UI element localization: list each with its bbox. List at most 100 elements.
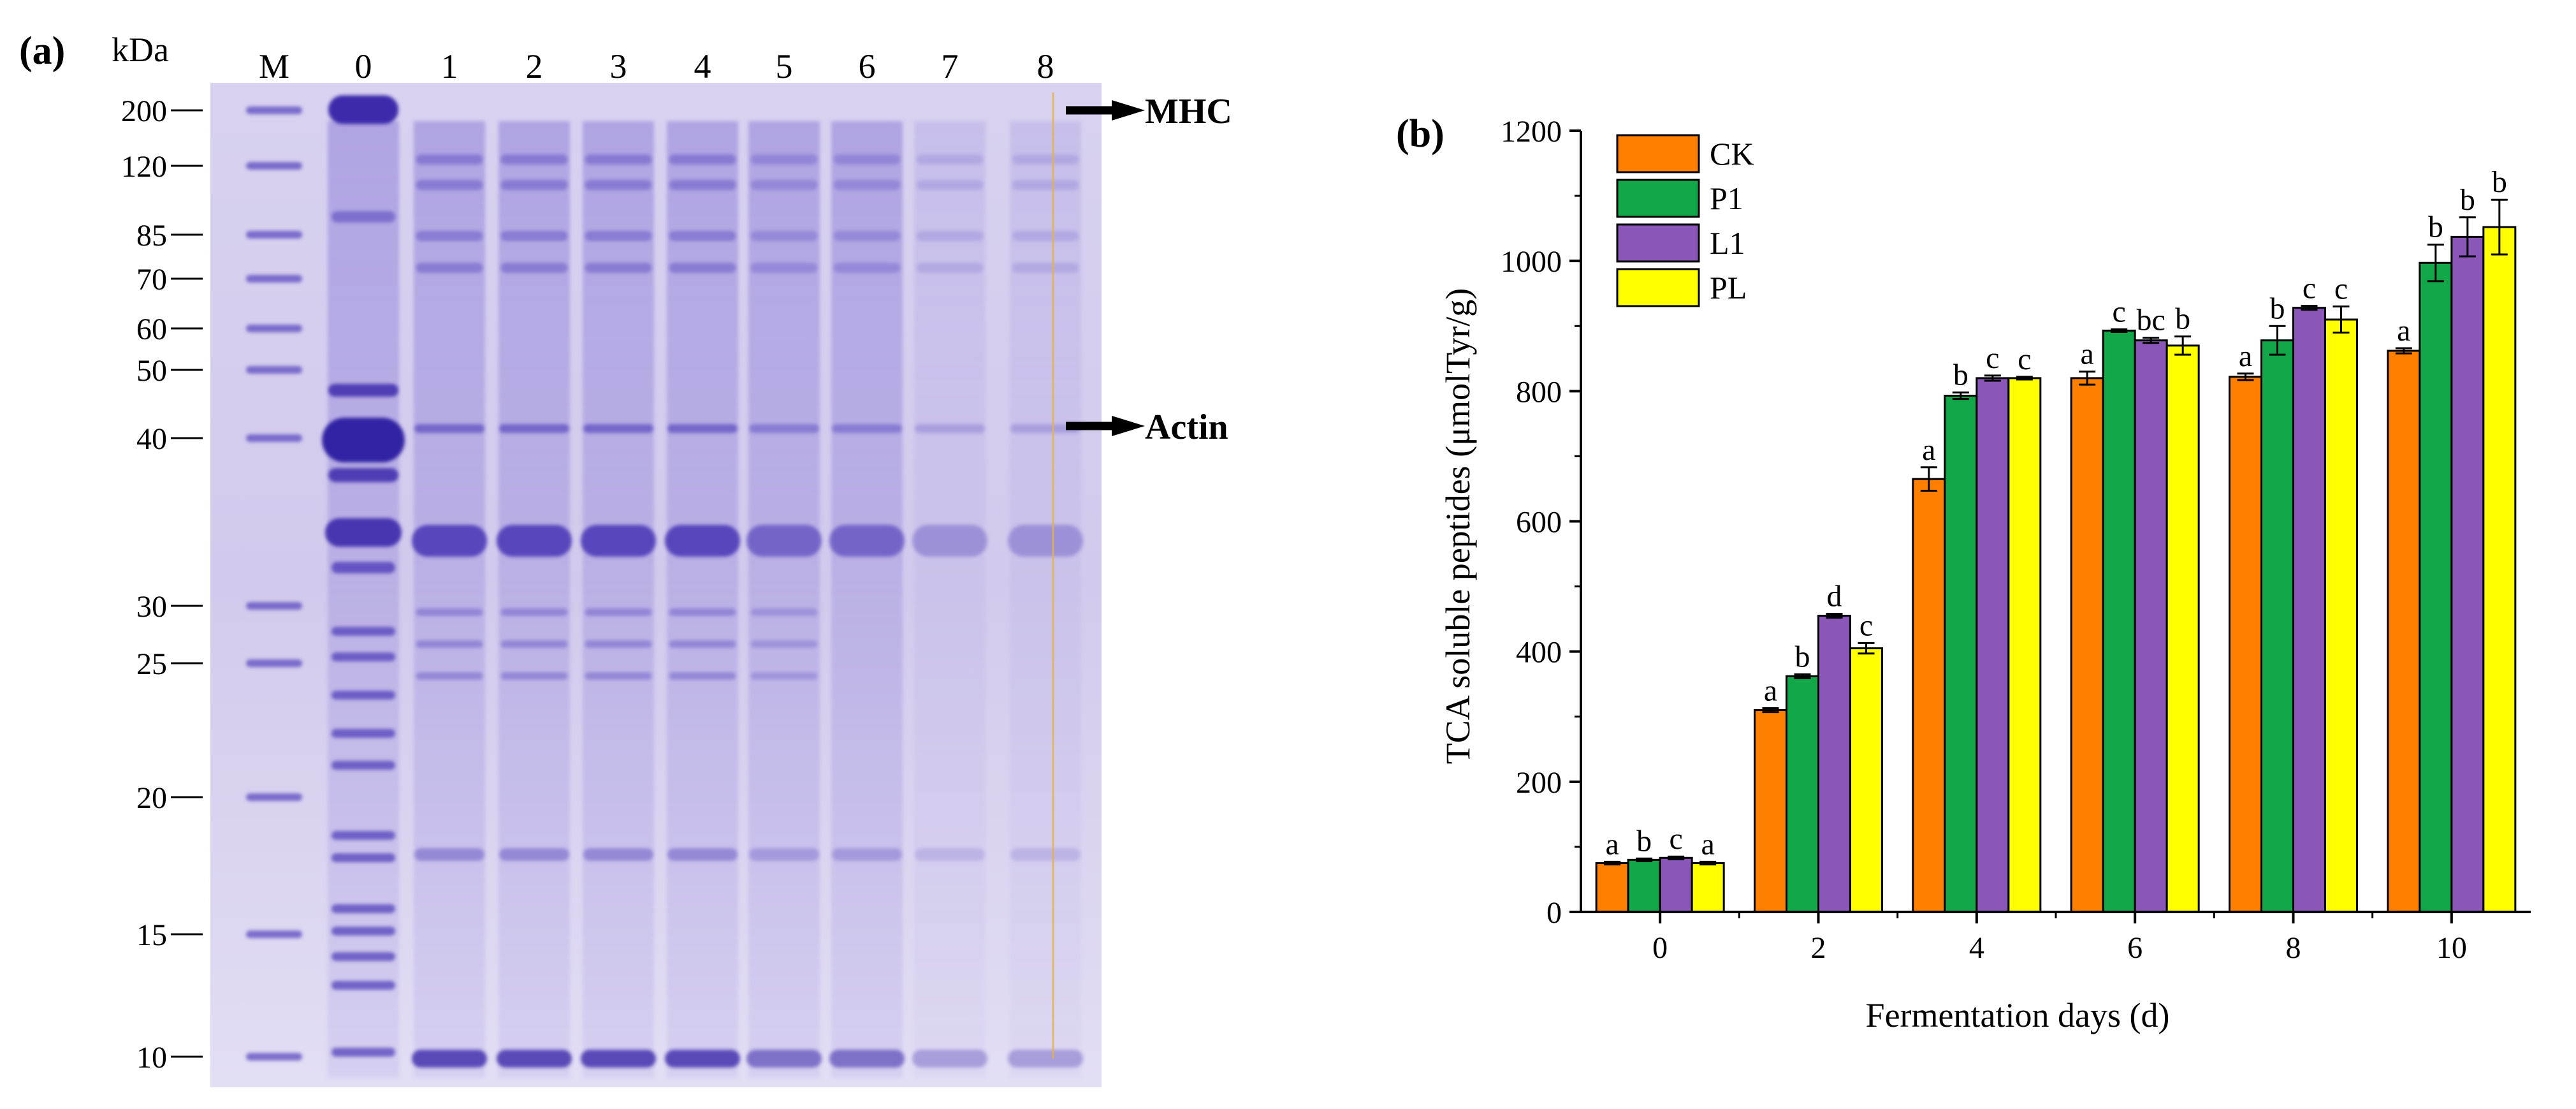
lane-smear — [1010, 121, 1081, 1078]
bar-p1 — [1944, 394, 1978, 913]
gel-band — [749, 424, 819, 433]
gel-band — [583, 848, 653, 861]
significance-letter: c — [2303, 272, 2316, 305]
gel-band — [915, 424, 985, 433]
gel-band — [669, 263, 736, 273]
lane-smear — [831, 121, 903, 1078]
bar-pl — [1691, 862, 1725, 913]
gel-band — [500, 231, 568, 241]
gel-band — [750, 640, 818, 648]
significance-letter: b — [1795, 640, 1810, 673]
mw-marker-label: 30 — [136, 590, 167, 624]
gel-band — [499, 848, 569, 861]
y-tick-label: 1000 — [1501, 245, 1562, 279]
lane-label: 6 — [859, 47, 876, 85]
significance-letter: c — [1986, 341, 1999, 375]
y-tick-label: 1200 — [1501, 115, 1562, 149]
y-tick-label: 0 — [1546, 896, 1562, 930]
lane-smear — [667, 121, 738, 1078]
mw-marker-label: 40 — [136, 422, 167, 456]
y-tick-label: 800 — [1516, 375, 1562, 409]
significance-letter: a — [1606, 827, 1619, 861]
gel-band — [833, 231, 901, 241]
gel-band — [500, 608, 568, 616]
lane-smear — [414, 121, 485, 1078]
gel-band — [414, 424, 484, 433]
significance-letter: b — [1953, 358, 1968, 392]
lane-label: 5 — [776, 47, 793, 85]
significance-letter: a — [2239, 339, 2252, 373]
significance-letter: b — [2460, 183, 2475, 217]
x-tick-label: 2 — [1811, 931, 1826, 965]
x-axis-title: Fermentation days (d) — [1866, 996, 2170, 1034]
gel-band — [1012, 180, 1079, 190]
bar-pl — [2324, 318, 2358, 913]
major-band — [412, 525, 487, 557]
mw-marker-label: 25 — [136, 647, 167, 681]
gel-band — [669, 231, 736, 241]
x-tick-label: 8 — [2286, 931, 2301, 965]
lane-label: M — [259, 47, 289, 85]
actin-band — [322, 418, 405, 462]
kda-unit-label: kDa — [112, 31, 169, 69]
significance-letter: a — [1764, 673, 1777, 707]
ladder-band — [246, 162, 302, 170]
major-band — [1008, 525, 1083, 557]
gel-band — [1008, 1050, 1083, 1068]
gel-band — [585, 608, 652, 616]
bar-p1 — [2260, 339, 2294, 913]
bar-pl — [2482, 226, 2517, 913]
bar-p1 — [1627, 858, 1661, 913]
ladder-band — [246, 930, 302, 938]
gel-band — [669, 608, 736, 616]
gel-band — [746, 1050, 822, 1068]
lane-label: 0 — [355, 47, 372, 85]
ladder-band — [246, 793, 302, 801]
band-arrows: MHC Actin — [1066, 92, 1232, 447]
gel-band — [1010, 424, 1081, 433]
legend-swatch-pl — [1616, 268, 1700, 307]
x-tick-label: 4 — [1969, 931, 1984, 965]
significance-letter: b — [2270, 291, 2285, 325]
gel-band — [916, 154, 984, 165]
bar-ck — [1754, 709, 1787, 913]
gel-band — [750, 263, 818, 273]
gel-band — [331, 952, 395, 961]
gel-band — [331, 562, 395, 573]
gel-band — [912, 1050, 987, 1068]
mw-marker-label: 200 — [121, 94, 167, 128]
significance-letter: a — [1701, 827, 1715, 861]
mw-marker-label: 85 — [136, 219, 167, 253]
gel-band — [916, 231, 984, 241]
gel-band — [500, 154, 568, 165]
lane-smear — [914, 121, 986, 1078]
ladder-band — [246, 1053, 302, 1061]
lane-smear — [498, 121, 570, 1078]
gel-band — [331, 981, 395, 990]
gel-band — [915, 848, 985, 861]
gel-band — [331, 761, 395, 770]
y-axis-title: TCA soluble peptides (μmolTyr/g) — [1439, 288, 1477, 765]
gel-band — [750, 608, 818, 616]
bar-ck — [1912, 478, 1946, 913]
ladder-band — [246, 325, 302, 332]
gel-band — [500, 263, 568, 273]
major-band — [581, 525, 656, 557]
gel-band — [669, 154, 736, 165]
gel-band — [669, 180, 736, 190]
legend-label: P1 — [1710, 180, 1743, 216]
gel-band — [585, 263, 652, 273]
lane-label: 4 — [694, 47, 711, 85]
bar-l1 — [1817, 615, 1851, 913]
gel-band — [416, 672, 483, 680]
gel-band — [331, 211, 395, 223]
gel-band — [749, 848, 819, 861]
legend-label: PL — [1710, 270, 1747, 305]
gel-band — [331, 652, 395, 661]
gel-band — [750, 231, 818, 241]
lane-smear — [583, 121, 654, 1078]
significance-letter: a — [2081, 337, 2094, 371]
significance-letter: b — [2492, 165, 2507, 199]
lane-labels: M 0 1 2 3 4 5 6 7 8 — [259, 47, 1054, 85]
